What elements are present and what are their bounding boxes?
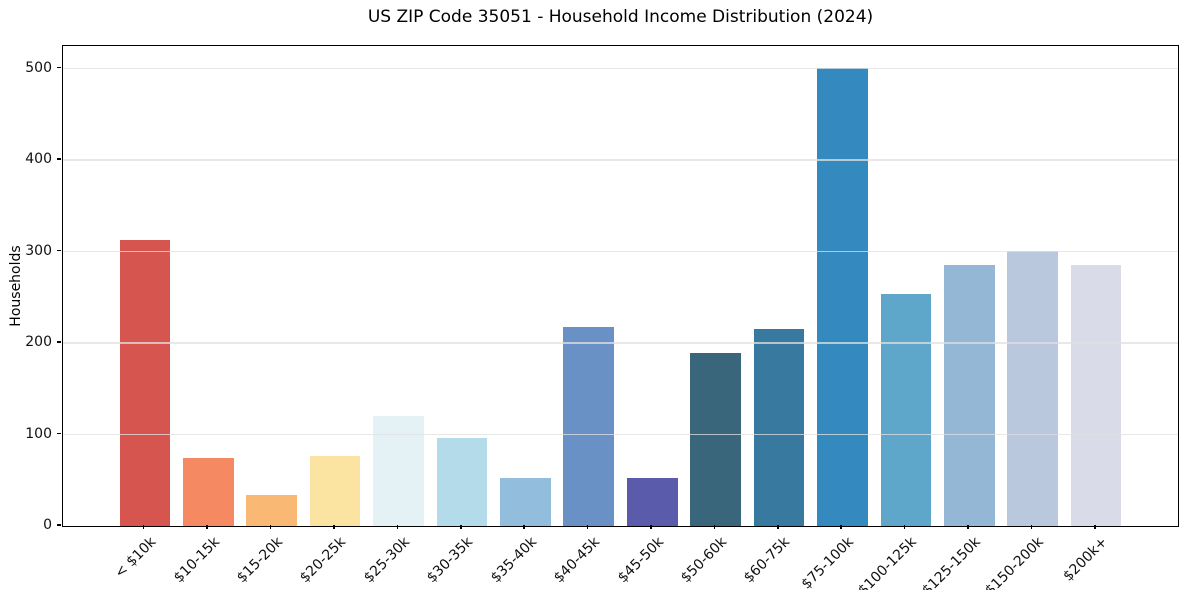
x-tick-mark: [967, 525, 969, 529]
bar-$20-25k: [309, 455, 361, 526]
gridline-500: [63, 67, 1178, 70]
x-tick-label-$10-15k: $10-15k: [170, 534, 223, 587]
x-tick-label-$150-200k: $150-200k: [982, 534, 1048, 590]
bar-$45-50k: [626, 478, 678, 526]
x-tick-mark: [269, 525, 272, 529]
x-tick-mark: [586, 525, 589, 529]
x-tick-mark: [206, 525, 208, 529]
gridline-300: [63, 250, 1178, 253]
x-tick-mark: [777, 525, 779, 529]
y-tick-mark: [57, 158, 61, 160]
x-tick-mark: [650, 525, 652, 529]
y-tick-label-300: 300: [25, 242, 52, 259]
y-tick-label-100: 100: [25, 425, 52, 442]
x-tick-label-$20-25k: $20-25k: [297, 534, 350, 587]
y-tick-mark: [57, 524, 61, 526]
x-tick-mark: [840, 525, 843, 529]
chart-title: US ZIP Code 35051 - Household Income Dis…: [367, 7, 874, 27]
y-tick-mark: [57, 66, 61, 69]
y-tick-label-500: 500: [25, 59, 52, 76]
bar-< $10k: [119, 239, 171, 526]
plot-area: [62, 45, 1179, 527]
x-tick-mark: [1030, 525, 1033, 529]
bar-$50-60k: [690, 353, 741, 526]
x-tick-mark: [903, 525, 906, 529]
x-tick-mark: [142, 525, 145, 529]
bar-$100-125k: [880, 293, 932, 526]
gridline-100: [63, 433, 1178, 435]
x-tick-label-$15-20k: $15-20k: [233, 534, 287, 587]
bar-$200k+: [1070, 265, 1122, 526]
bar-$30-35k: [436, 438, 488, 526]
x-tick-label-$100-125k: $100-125k: [855, 534, 921, 590]
x-tick-mark: [333, 525, 335, 529]
y-tick-mark: [57, 341, 61, 343]
bar-$15-20k: [246, 494, 298, 526]
bar-$125-150k: [943, 264, 995, 526]
y-tick-label-400: 400: [25, 151, 52, 168]
bar-$75-100k: [817, 67, 868, 526]
bar-$35-40k: [500, 478, 551, 526]
bar-$150-200k: [1007, 250, 1059, 526]
x-tick-label-$125-150k: $125-150k: [918, 534, 984, 590]
gridline-400: [63, 159, 1178, 161]
x-tick-label-$35-40k: $35-40k: [487, 534, 540, 587]
x-tick-mark: [396, 525, 399, 529]
y-tick-label-200: 200: [25, 334, 52, 351]
bar-$10-15k: [182, 458, 234, 526]
x-tick-mark: [713, 525, 716, 529]
x-tick-label-< $10k: < $10k: [111, 534, 160, 582]
x-tick-label-$75-100k: $75-100k: [798, 534, 857, 590]
y-tick-mark: [57, 432, 61, 435]
gridline-200: [63, 342, 1178, 344]
x-tick-mark: [1094, 525, 1096, 529]
x-tick-label-$45-50k: $45-50k: [614, 534, 667, 587]
x-tick-label-$30-35k: $30-35k: [424, 534, 477, 587]
x-tick-label-$60-75k: $60-75k: [741, 534, 794, 587]
y-tick-mark: [57, 249, 61, 252]
bar-$40-45k: [563, 326, 615, 526]
x-tick-label-$40-45k: $40-45k: [550, 534, 604, 587]
bar-$60-75k: [753, 328, 805, 526]
x-tick-label-$50-60k: $50-60k: [677, 534, 730, 587]
y-tick-label-0: 0: [43, 517, 52, 533]
x-tick-label-$200k+: $200k+: [1059, 534, 1111, 585]
x-tick-mark: [459, 525, 462, 529]
x-tick-mark: [523, 525, 525, 529]
x-tick-label-$25-30k: $25-30k: [360, 534, 413, 587]
